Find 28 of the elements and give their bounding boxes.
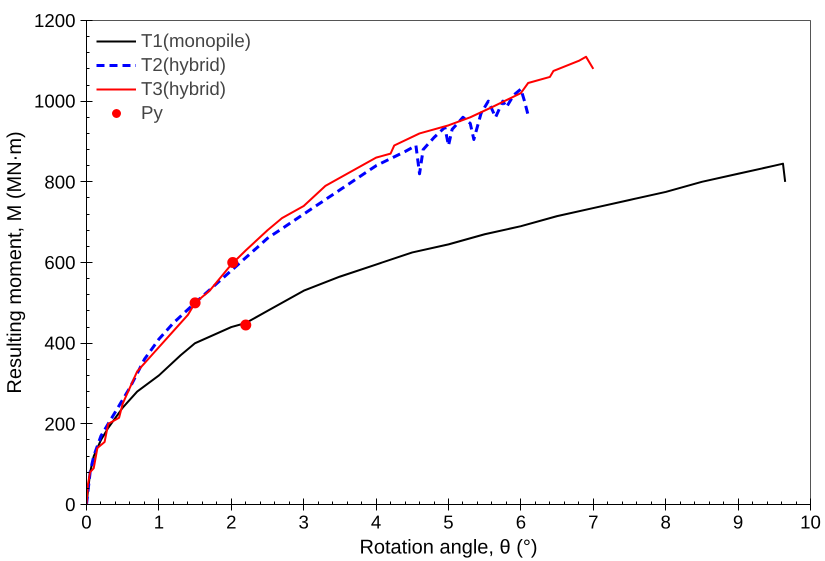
x-tick-label: 1 <box>154 512 164 532</box>
x-tick-label: 3 <box>298 512 309 532</box>
legend-label: Py <box>141 102 163 124</box>
y-axis-title: Resulting moment, M (MN·m) <box>4 131 26 394</box>
legend-label: T2(hybrid) <box>141 54 226 76</box>
point <box>190 297 201 308</box>
y-tick-label: 800 <box>44 171 76 192</box>
legend-label: T3(hybrid) <box>141 78 226 100</box>
line-series <box>86 56 594 504</box>
y-tick-label: 200 <box>44 413 76 434</box>
legend-label: T1(monopile) <box>141 30 251 52</box>
y-tick-label: 1000 <box>34 90 76 112</box>
x-tick-label: 2 <box>226 512 237 532</box>
y-tick-label: 600 <box>44 252 76 273</box>
x-tick-label: 8 <box>660 512 671 532</box>
point <box>240 320 252 331</box>
x-tick-label: 0 <box>81 512 92 532</box>
x-axis-title: Rotation angle, θ (°) <box>359 536 538 558</box>
x-tick-label: 6 <box>516 512 526 532</box>
x-tick-label: 4 <box>370 512 382 532</box>
y-tick-label: 0 <box>65 494 76 515</box>
x-tick-label: 5 <box>443 512 454 532</box>
x-tick-label: 10 <box>800 512 821 532</box>
x-tick-label: 7 <box>588 512 599 532</box>
x-tick-label: 9 <box>732 512 744 532</box>
y-tick-label: 1200 <box>34 10 76 31</box>
point <box>227 257 238 268</box>
y-tick-label: 400 <box>44 332 76 354</box>
